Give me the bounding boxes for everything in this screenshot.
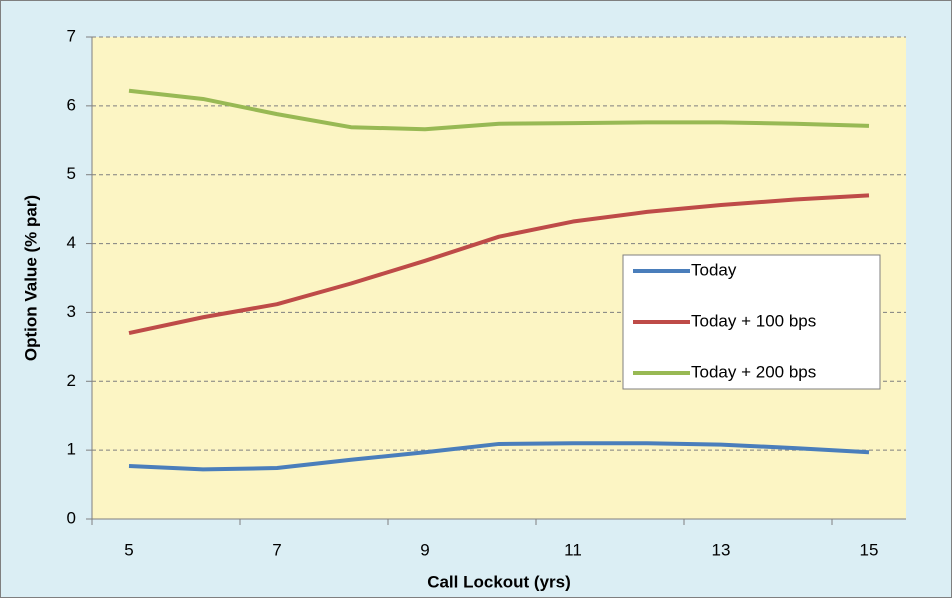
y-tick-label: 4 xyxy=(67,233,76,252)
x-tick-label: 13 xyxy=(712,540,731,559)
y-axis-title: Option Value (% par) xyxy=(21,195,40,361)
x-tick-label: 15 xyxy=(860,540,879,559)
y-tick-label: 6 xyxy=(67,95,76,114)
series-line xyxy=(128,193,870,336)
y-tick-label: 7 xyxy=(67,26,76,45)
series-line xyxy=(128,441,870,472)
y-tick-label: 1 xyxy=(67,440,76,459)
y-tick-label: 2 xyxy=(67,371,76,390)
series-line xyxy=(128,88,870,132)
x-tick-label: 9 xyxy=(420,540,429,559)
x-tick-label: 7 xyxy=(272,540,281,559)
x-tick-label: 11 xyxy=(564,540,582,559)
legend-label: Today + 200 bps xyxy=(691,362,816,381)
legend-label: Today + 100 bps xyxy=(691,311,816,330)
y-tick-label: 3 xyxy=(67,302,76,321)
x-tick-label: 5 xyxy=(124,540,133,559)
legend-label: Today xyxy=(691,260,737,279)
y-tick-label: 5 xyxy=(67,164,76,183)
x-axis-title: Call Lockout (yrs) xyxy=(427,572,571,591)
y-tick-label: 0 xyxy=(67,508,76,527)
